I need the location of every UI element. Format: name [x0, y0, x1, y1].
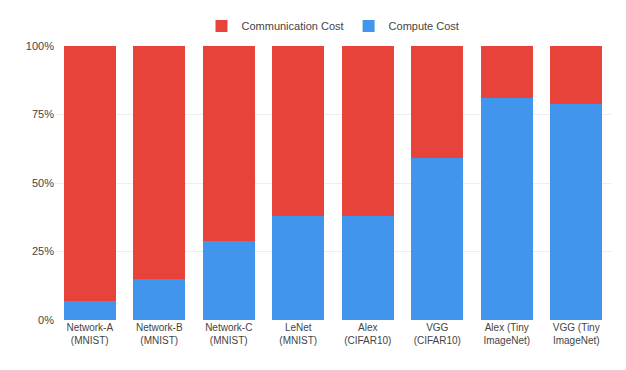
svg-text:0%: 0% [38, 314, 54, 326]
svg-text:VGG (TinyImageNet): VGG (TinyImageNet) [553, 322, 600, 346]
svg-text:Alex (TinyImageNet): Alex (TinyImageNet) [483, 322, 530, 346]
svg-text:25%: 25% [32, 245, 54, 257]
svg-text:VGG(CIFAR10): VGG(CIFAR10) [414, 322, 461, 346]
svg-text:Network-C(MNIST): Network-C(MNIST) [205, 322, 252, 346]
svg-text:100%: 100% [26, 40, 54, 52]
svg-text:75%: 75% [32, 108, 54, 120]
svg-text:Compute Cost: Compute Cost [389, 20, 459, 32]
svg-text:Network-B(MNIST): Network-B(MNIST) [136, 322, 183, 346]
svg-text:Alex(CIFAR10): Alex(CIFAR10) [344, 322, 391, 346]
svg-text:LeNet(MNIST): LeNet(MNIST) [279, 322, 317, 346]
svg-text:Network-A(MNIST): Network-A(MNIST) [66, 322, 113, 346]
svg-text:50%: 50% [32, 177, 54, 189]
svg-text:Communication Cost: Communication Cost [242, 20, 344, 32]
